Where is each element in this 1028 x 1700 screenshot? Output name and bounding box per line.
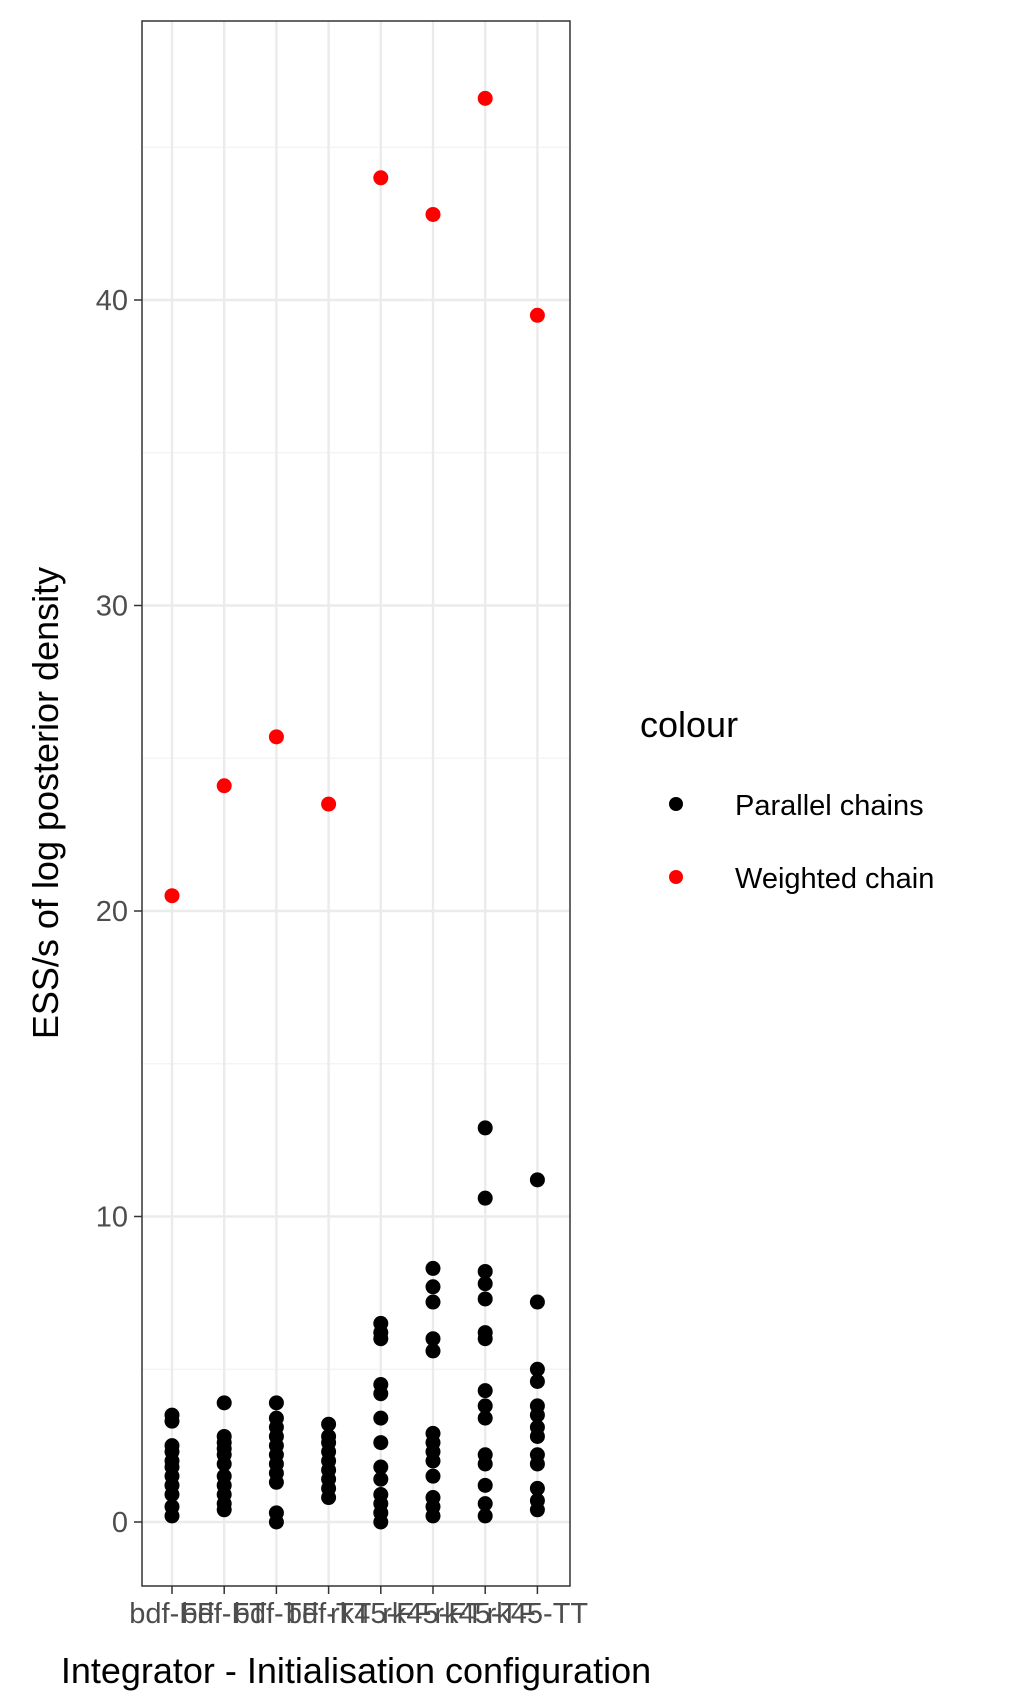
point-parallel-chains [477,1120,493,1136]
point-parallel-chains [529,1294,545,1310]
point-weighted-chain [477,90,493,106]
point-parallel-chains [216,1395,232,1411]
point-parallel-chains [477,1508,493,1524]
point-parallel-chains [373,1471,389,1487]
point-parallel-chains [425,1343,441,1359]
point-parallel-chains [268,1505,284,1521]
y-axis: 0 10 20 30 40 [96,285,142,1539]
point-parallel-chains [425,1490,441,1506]
point-parallel-chains [216,1468,232,1484]
legend-key-weighted-chain [669,870,683,884]
point-parallel-chains [425,1331,441,1347]
point-parallel-chains [216,1428,232,1444]
y-tick-label: 20 [96,896,128,928]
point-parallel-chains [477,1447,493,1463]
point-parallel-chains [321,1428,337,1444]
point-parallel-chains [425,1260,441,1276]
minor-gridlines [142,146,570,1370]
x-tick-label: bdf-TF [234,1598,319,1630]
y-tick-label: 40 [96,285,128,317]
legend-title: colour [640,704,738,745]
y-tick-label: 10 [96,1202,128,1234]
point-parallel-chains [373,1410,389,1426]
legend-key-parallel-chains [669,797,683,811]
point-parallel-chains [164,1438,180,1454]
point-parallel-chains [529,1447,545,1463]
point-parallel-chains [477,1190,493,1206]
point-weighted-chain [425,206,441,222]
point-parallel-chains [373,1487,389,1503]
point-weighted-chain [373,170,389,186]
x-axis: bdf-FFbdf-FTbdf-TFbdf-TTrk45-FFrk45-FTrk… [129,1586,588,1630]
point-parallel-chains [529,1361,545,1377]
point-parallel-chains [529,1398,545,1414]
x-tick-label: rk45-TT [487,1598,589,1630]
point-weighted-chain [268,729,284,745]
point-parallel-chains [477,1291,493,1307]
point-parallel-chains [373,1377,389,1393]
data-points [164,90,545,1530]
point-parallel-chains [164,1499,180,1515]
panel-border [141,20,571,1587]
point-weighted-chain [164,888,180,904]
point-parallel-chains [321,1416,337,1432]
x-axis-title: Integrator - Initialisation configuratio… [61,1650,651,1691]
x-tick-label: bdf-FF [129,1598,214,1630]
y-tick-label: 0 [112,1507,128,1539]
x-tick-label: rk45-TF [434,1598,536,1630]
point-parallel-chains [373,1435,389,1451]
point-parallel-chains [425,1425,441,1441]
point-parallel-chains [164,1407,180,1423]
point-parallel-chains [529,1419,545,1435]
panel-background [142,21,570,1586]
point-weighted-chain [321,796,337,812]
point-parallel-chains [477,1398,493,1414]
legend: colour Parallel chains Weighted chain [640,704,934,895]
point-parallel-chains [477,1325,493,1341]
point-parallel-chains [268,1410,284,1426]
point-weighted-chain [529,307,545,323]
point-parallel-chains [477,1383,493,1399]
y-axis-title: ESS/s of log posterior density [25,567,66,1039]
point-weighted-chain [216,778,232,794]
point-parallel-chains [529,1373,545,1389]
point-parallel-chains [425,1294,441,1310]
point-parallel-chains [477,1263,493,1279]
legend-label-weighted-chain: Weighted chain [735,863,934,895]
point-parallel-chains [477,1276,493,1292]
x-tick-label: bdf-TT [286,1598,372,1630]
point-parallel-chains [373,1315,389,1331]
point-parallel-chains [425,1279,441,1295]
point-parallel-chains [477,1410,493,1426]
point-parallel-chains [529,1172,545,1188]
x-tick-label: bdf-FT [181,1598,267,1630]
point-parallel-chains [477,1477,493,1493]
x-tick-label: rk45-FT [382,1598,484,1630]
x-tick-label: rk45-FF [330,1598,432,1630]
point-parallel-chains [529,1493,545,1509]
y-tick-label: 30 [96,591,128,623]
point-parallel-chains [477,1496,493,1512]
point-parallel-chains [425,1468,441,1484]
legend-label-parallel-chains: Parallel chains [735,790,924,822]
point-parallel-chains [529,1480,545,1496]
point-parallel-chains [373,1459,389,1475]
point-parallel-chains [268,1395,284,1411]
